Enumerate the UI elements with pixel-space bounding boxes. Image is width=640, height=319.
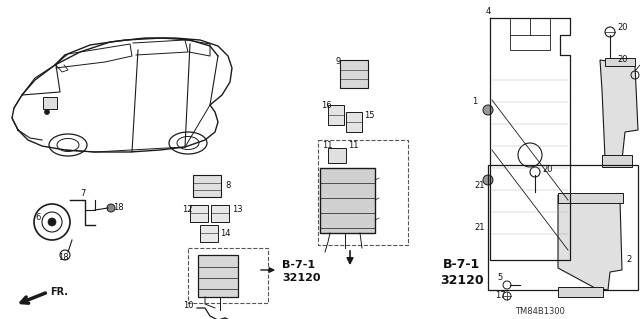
Text: TM84B1300: TM84B1300 [515, 308, 565, 316]
Text: 11: 11 [322, 140, 333, 150]
Text: 20: 20 [542, 166, 552, 174]
Text: 32120: 32120 [440, 273, 484, 286]
Bar [328, 148, 346, 163]
Bar [193, 175, 221, 197]
Bar [200, 225, 218, 242]
Text: 14: 14 [220, 228, 230, 238]
Text: 9: 9 [335, 57, 340, 66]
Text: 20: 20 [617, 56, 627, 64]
Text: 18: 18 [58, 254, 68, 263]
Text: 16: 16 [321, 101, 332, 110]
Bar [198, 255, 238, 297]
Text: 21: 21 [474, 181, 484, 189]
Bar [188, 248, 268, 303]
Bar [605, 58, 635, 66]
Text: 4: 4 [485, 8, 491, 17]
Circle shape [107, 204, 115, 212]
Bar [318, 140, 408, 245]
Bar [558, 287, 603, 297]
Text: FR.: FR. [50, 287, 68, 297]
Text: 17: 17 [495, 292, 506, 300]
Bar [211, 205, 229, 222]
Bar [346, 112, 362, 132]
Bar [558, 193, 623, 203]
Text: 5: 5 [497, 273, 502, 283]
Text: B-7-1: B-7-1 [282, 260, 315, 270]
Text: 7: 7 [80, 189, 85, 197]
Bar [340, 60, 368, 88]
Text: 32120: 32120 [282, 273, 321, 283]
Bar [602, 155, 632, 167]
Text: 13: 13 [232, 205, 243, 214]
Text: 6: 6 [35, 213, 41, 222]
Text: 15: 15 [364, 112, 374, 121]
Text: 8: 8 [225, 182, 230, 190]
Text: 21: 21 [474, 224, 484, 233]
Text: 18: 18 [113, 203, 124, 211]
Circle shape [48, 218, 56, 226]
Text: B-7-1: B-7-1 [444, 258, 481, 271]
Text: 12: 12 [182, 205, 193, 214]
Text: 10: 10 [183, 300, 193, 309]
Text: 2: 2 [626, 256, 631, 264]
Circle shape [45, 109, 49, 115]
Polygon shape [558, 195, 622, 290]
Bar [190, 205, 208, 222]
Circle shape [483, 105, 493, 115]
Bar [488, 165, 638, 290]
Bar [320, 168, 375, 233]
Text: 1: 1 [472, 98, 477, 107]
Polygon shape [600, 60, 638, 160]
Text: 11: 11 [348, 140, 358, 150]
Text: 20: 20 [617, 24, 627, 33]
Bar [43, 97, 57, 109]
Bar [328, 105, 344, 125]
Circle shape [483, 175, 493, 185]
